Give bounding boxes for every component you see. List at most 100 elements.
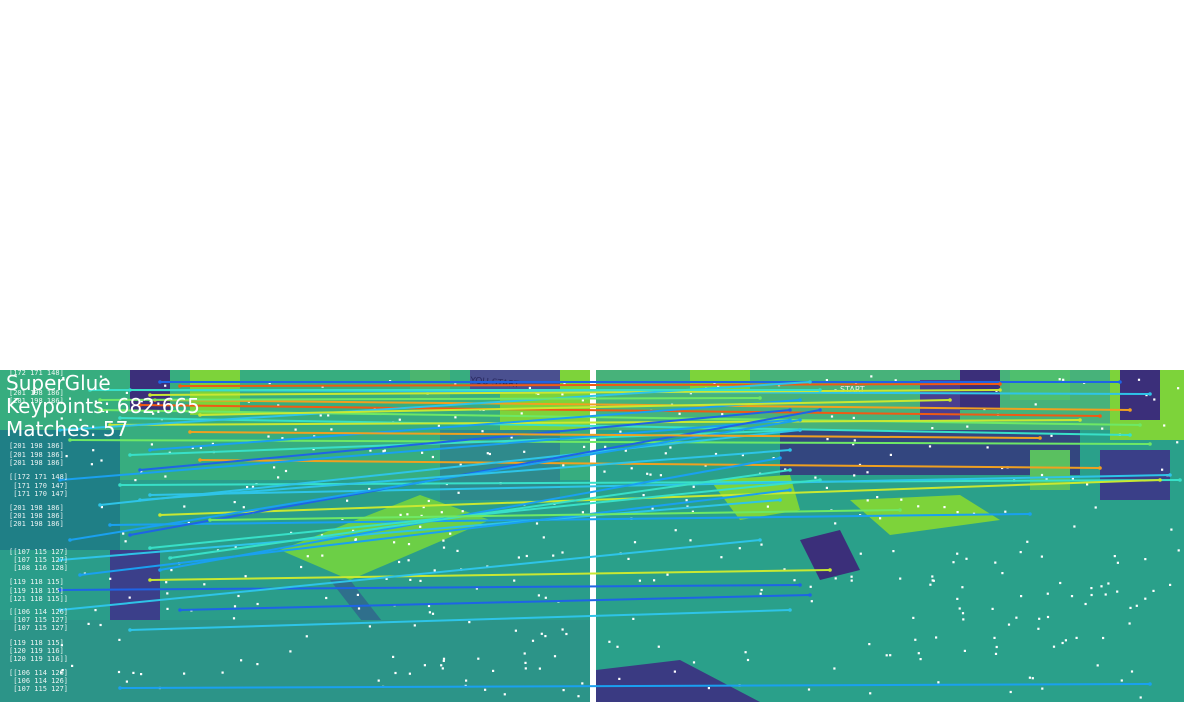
keypoint-marker [164, 475, 167, 478]
keypoint-marker [1050, 434, 1053, 437]
keypoint-marker [692, 485, 695, 488]
keypoint-marker [1120, 679, 1123, 682]
match-endpoint [818, 478, 822, 482]
keypoint-marker [912, 616, 915, 619]
keypoint-marker [714, 452, 718, 456]
keypoint-marker [1020, 595, 1023, 598]
keypoint-marker [1038, 617, 1041, 620]
pixel-value-label: [171 170 147] [9, 490, 69, 498]
keypoint-marker [421, 451, 424, 454]
keypoint-marker [61, 669, 64, 672]
keypoint-marker [1071, 477, 1074, 480]
match-endpoint [138, 498, 142, 502]
keypoint-marker [646, 472, 649, 475]
match-endpoint [118, 416, 122, 420]
keypoint-marker [122, 532, 125, 535]
keypoint-marker [134, 479, 137, 482]
keypoint-marker [1040, 473, 1044, 477]
match-line [159, 457, 781, 571]
keypoint-marker [674, 529, 677, 532]
keypoint-marker [870, 375, 873, 378]
keypoint-marker [352, 529, 355, 532]
keypoint-marker [900, 498, 903, 501]
keypoint-marker [60, 417, 63, 420]
match-line [189, 431, 1041, 439]
keypoint-marker [1094, 506, 1097, 509]
match-endpoint [168, 556, 172, 560]
match-line [139, 409, 791, 471]
match-line [149, 389, 1001, 396]
keypoint-marker [1100, 585, 1103, 588]
pixel-value-label: [172 171 148] [9, 370, 64, 377]
pixel-value-label: [201 198 186] [9, 459, 64, 467]
keypoint-marker [581, 682, 584, 685]
keypoint-marker [760, 543, 763, 546]
keypoint-marker [932, 579, 935, 582]
match-endpoint [138, 468, 142, 472]
match-line [79, 489, 791, 576]
match-endpoint [1148, 682, 1152, 686]
keypoint-marker [899, 577, 902, 580]
keypoint-marker [325, 596, 328, 600]
keypoint-marker [852, 443, 855, 446]
keypoint-marker [524, 661, 527, 664]
keypoint-marker [454, 416, 457, 419]
keypoint-marker [935, 636, 938, 639]
keypoint-marker [793, 579, 796, 582]
pixel-value-label: [121 118 115]] [9, 595, 69, 603]
keypoint-marker [419, 525, 422, 528]
keypoint-marker [1007, 623, 1011, 626]
keypoint-marker [191, 446, 194, 449]
keypoint-marker [520, 412, 523, 415]
keypoint-marker [853, 439, 856, 442]
keypoint-marker [1046, 592, 1049, 595]
keypoint-marker [166, 607, 169, 610]
keypoint-marker [686, 505, 689, 508]
match-endpoint [128, 453, 132, 457]
keypoint-marker [784, 468, 787, 471]
keypoint-marker [128, 596, 131, 599]
keypoint-marker [267, 435, 270, 438]
keypoint-marker [1001, 572, 1004, 575]
match-endpoint [138, 403, 142, 407]
keypoint-marker [866, 471, 869, 474]
match-line [59, 539, 761, 611]
keypoint-marker [961, 586, 964, 589]
keypoint-marker [783, 568, 786, 571]
keypoint-marker [1061, 641, 1064, 645]
keypoint-marker [721, 413, 724, 416]
keypoint-marker [850, 579, 853, 582]
pixel-value-label: [119 118 115] [9, 639, 64, 647]
svg-text:YOU START: YOU START [469, 376, 520, 390]
match-endpoint [128, 628, 132, 632]
keypoint-marker [608, 640, 611, 643]
keypoint-marker [1163, 424, 1166, 427]
keypoint-marker [657, 645, 660, 648]
keypoint-marker [406, 513, 409, 516]
keypoint-marker [346, 499, 349, 502]
keypoint-marker [627, 557, 630, 560]
keypoint-marker [441, 667, 444, 670]
keypoint-marker [624, 449, 627, 452]
match-line [59, 584, 801, 591]
keypoint-marker [603, 470, 606, 473]
match-endpoint [1078, 418, 1082, 422]
keypoint-marker [330, 428, 333, 431]
match-endpoint [148, 448, 152, 452]
match-endpoint [158, 568, 162, 572]
pixel-value-label: [201 198 186] [9, 397, 64, 405]
match-endpoint [178, 608, 182, 612]
keypoint-marker [1090, 593, 1093, 597]
match-endpoint [758, 538, 762, 542]
keypoint-marker [562, 689, 565, 692]
keypoint-marker [140, 400, 143, 403]
pixel-value-label: [107 115 127] [9, 616, 69, 624]
keypoint-marker [889, 654, 892, 657]
keypoint-marker [377, 679, 380, 682]
match-line [149, 474, 1171, 496]
keypoint-marker [125, 680, 128, 683]
keypoint-marker [281, 437, 284, 440]
keypoint-marker [305, 635, 308, 638]
keypoint-marker [321, 554, 324, 557]
keypoint-marker [581, 511, 584, 514]
